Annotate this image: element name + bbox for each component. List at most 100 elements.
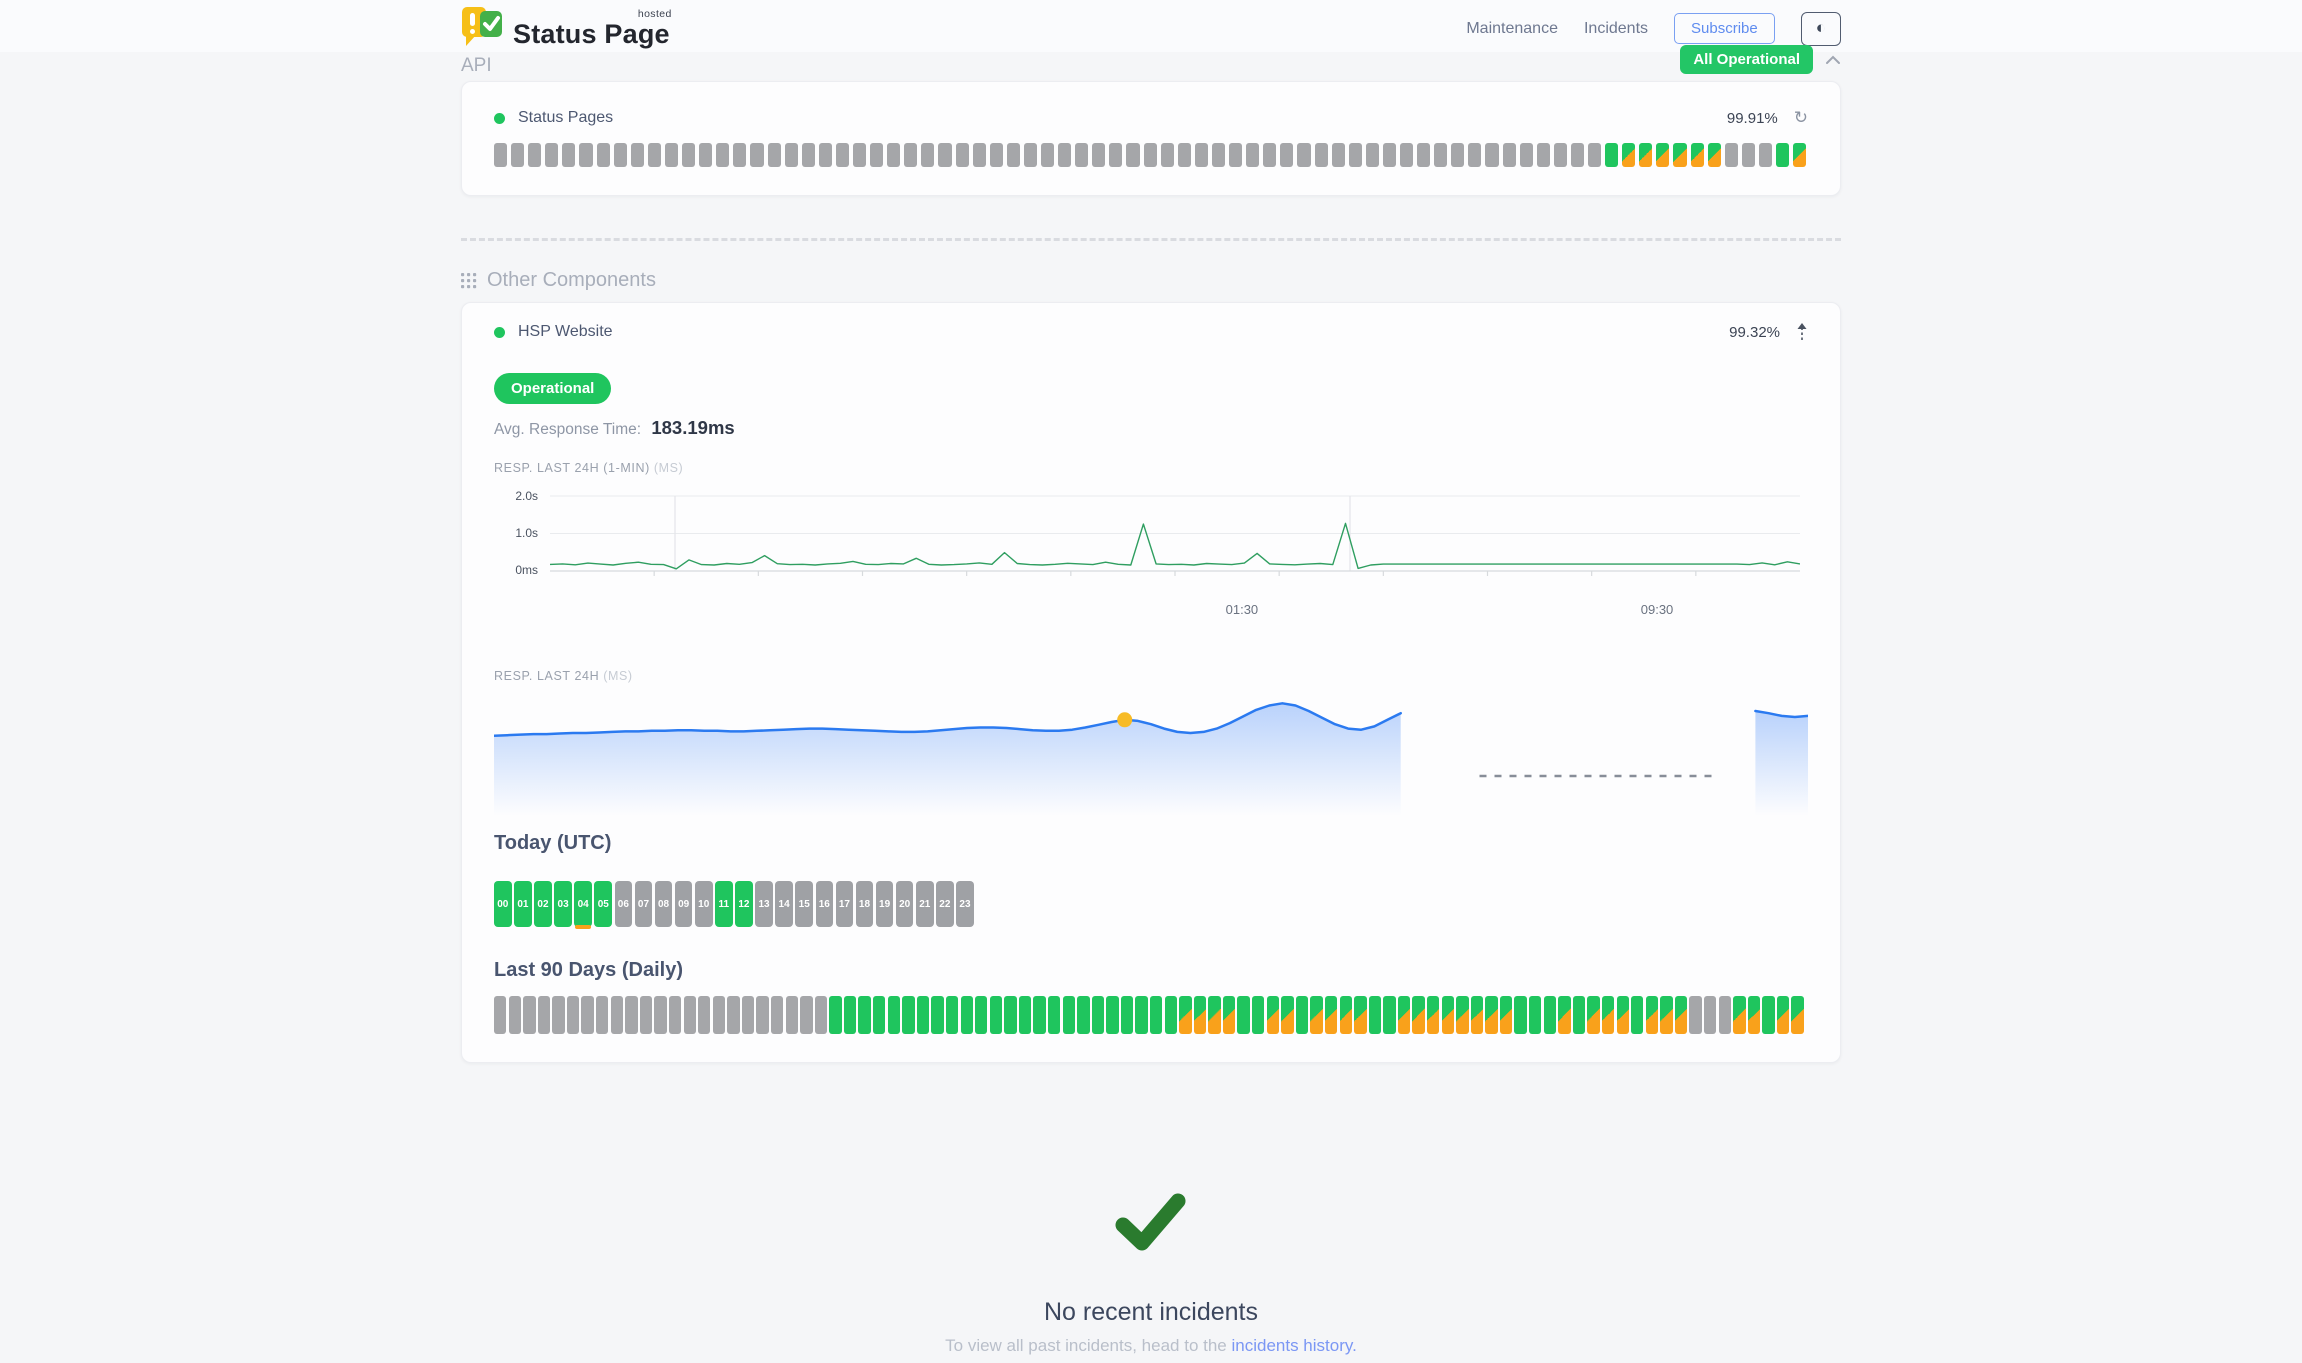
hour-cell-16[interactable]: 16 xyxy=(815,881,834,927)
uptime-bar[interactable] xyxy=(1092,143,1106,167)
daily-uptime-bar[interactable] xyxy=(1689,996,1702,1034)
uptime-bar[interactable] xyxy=(1246,143,1260,167)
daily-uptime-bar[interactable] xyxy=(1120,996,1134,1034)
daily-uptime-bar[interactable] xyxy=(1179,996,1192,1034)
daily-uptime-bar[interactable] xyxy=(1660,996,1673,1034)
daily-uptime-bar[interactable] xyxy=(770,996,784,1034)
uptime-bar[interactable] xyxy=(511,143,525,167)
daily-uptime-bar[interactable] xyxy=(1033,996,1046,1034)
hour-cell-19[interactable]: 19 xyxy=(875,881,894,927)
daily-uptime-bar[interactable] xyxy=(1310,996,1323,1034)
hour-cell-12[interactable]: 12 xyxy=(735,881,753,927)
hour-cell-00[interactable]: 00 xyxy=(494,881,512,927)
daily-uptime-bar[interactable] xyxy=(1266,996,1280,1034)
daily-uptime-bar[interactable] xyxy=(829,996,842,1034)
uptime-bar[interactable] xyxy=(1588,143,1602,167)
daily-uptime-bar[interactable] xyxy=(727,996,740,1034)
daily-uptime-bar[interactable] xyxy=(1733,996,1746,1034)
uptime-bar[interactable] xyxy=(1263,143,1277,167)
daily-uptime-bar[interactable] xyxy=(1237,996,1250,1034)
hour-cell-09[interactable]: 09 xyxy=(674,881,693,927)
daily-uptime-bar[interactable] xyxy=(1208,996,1221,1034)
uptime-bar[interactable] xyxy=(1348,143,1362,167)
chart-marker-dot[interactable] xyxy=(1117,712,1133,728)
daily-uptime-bar[interactable] xyxy=(1339,996,1352,1034)
daily-uptime-bar[interactable] xyxy=(1018,996,1032,1034)
all-operational-badge[interactable]: All Operational xyxy=(1680,45,1813,74)
uptime-bar[interactable] xyxy=(904,143,918,167)
hour-cell-02[interactable]: 02 xyxy=(534,881,552,927)
uptime-bar[interactable] xyxy=(1707,143,1721,167)
daily-uptime-bar[interactable] xyxy=(741,996,755,1034)
uptime-bar[interactable] xyxy=(1502,143,1516,167)
uptime-bar[interactable] xyxy=(1058,143,1072,167)
uptime-bar[interactable] xyxy=(579,143,593,167)
uptime-bar[interactable] xyxy=(887,143,901,167)
daily-uptime-bar[interactable] xyxy=(1368,996,1382,1034)
daily-uptime-bar[interactable] xyxy=(1222,996,1236,1034)
daily-uptime-bar[interactable] xyxy=(1791,996,1804,1034)
daily-uptime-bar[interactable] xyxy=(945,996,959,1034)
daily-uptime-bar[interactable] xyxy=(1616,996,1629,1034)
uptime-bar[interactable] xyxy=(1006,143,1020,167)
uptime-bar[interactable] xyxy=(1041,143,1055,167)
uptime-bar[interactable] xyxy=(1434,143,1448,167)
daily-uptime-bar[interactable] xyxy=(494,996,507,1034)
daily-uptime-bar[interactable] xyxy=(1558,996,1571,1034)
daily-uptime-bar[interactable] xyxy=(1004,996,1017,1034)
uptime-bar[interactable] xyxy=(938,143,952,167)
daily-uptime-bar[interactable] xyxy=(1601,996,1615,1034)
daily-uptime-bar[interactable] xyxy=(1383,996,1396,1034)
hour-cell-23[interactable]: 23 xyxy=(956,881,974,927)
uptime-bar[interactable] xyxy=(613,143,627,167)
daily-uptime-bar[interactable] xyxy=(712,996,726,1034)
uptime-bar[interactable] xyxy=(1417,143,1431,167)
daily-uptime-bar[interactable] xyxy=(596,996,609,1034)
daily-uptime-bar[interactable] xyxy=(1572,996,1586,1034)
daily-uptime-bar[interactable] xyxy=(508,996,521,1034)
daily-uptime-bar[interactable] xyxy=(1091,996,1105,1034)
uptime-bar[interactable] xyxy=(1605,143,1619,167)
uptime-bar[interactable] xyxy=(818,143,832,167)
uptime-bar[interactable] xyxy=(1673,143,1687,167)
hour-cell-10[interactable]: 10 xyxy=(694,881,713,927)
daily-uptime-bar[interactable] xyxy=(654,996,667,1034)
uptime-bar[interactable] xyxy=(1519,143,1533,167)
daily-uptime-bar[interactable] xyxy=(1412,996,1425,1034)
daily-uptime-bar[interactable] xyxy=(975,996,988,1034)
daily-uptime-bar[interactable] xyxy=(683,996,696,1034)
uptime-bar[interactable] xyxy=(1382,143,1396,167)
hour-cell-05[interactable]: 05 xyxy=(594,881,613,927)
uptime-bar[interactable] xyxy=(1553,143,1567,167)
hour-cell-21[interactable]: 21 xyxy=(915,881,934,927)
uptime-bar[interactable] xyxy=(562,143,576,167)
uptime-bar[interactable] xyxy=(1485,143,1499,167)
daily-uptime-bar[interactable] xyxy=(1703,996,1717,1034)
hour-cell-01[interactable]: 01 xyxy=(514,881,532,927)
uptime-bar[interactable] xyxy=(921,143,935,167)
hour-cell-17[interactable]: 17 xyxy=(835,881,854,927)
daily-uptime-bar[interactable] xyxy=(1514,996,1527,1034)
uptime-bar[interactable] xyxy=(1194,143,1208,167)
refresh-button[interactable]: ↻ xyxy=(1794,108,1808,128)
uptime-bar[interactable] xyxy=(1536,143,1550,167)
daily-uptime-bar[interactable] xyxy=(1776,996,1790,1034)
uptime-bar[interactable] xyxy=(1143,143,1157,167)
daily-uptime-bar[interactable] xyxy=(887,996,900,1034)
daily-uptime-bar[interactable] xyxy=(1543,996,1557,1034)
uptime-bar[interactable] xyxy=(972,143,986,167)
uptime-bar[interactable] xyxy=(767,143,781,167)
uptime-bar[interactable] xyxy=(1126,143,1140,167)
uptime-bar[interactable] xyxy=(1451,143,1465,167)
uptime-bar[interactable] xyxy=(1758,143,1773,167)
uptime-bar[interactable] xyxy=(494,143,508,167)
daily-uptime-bar[interactable] xyxy=(1674,996,1688,1034)
daily-uptime-bar[interactable] xyxy=(1164,996,1177,1034)
daily-uptime-bar[interactable] xyxy=(1193,996,1207,1034)
daily-uptime-bar[interactable] xyxy=(1077,996,1090,1034)
hour-cell-15[interactable]: 15 xyxy=(795,881,813,927)
nav-incidents[interactable]: Incidents xyxy=(1583,19,1649,37)
uptime-bar[interactable] xyxy=(1690,143,1704,167)
uptime-bar[interactable] xyxy=(835,143,849,167)
daily-uptime-bar[interactable] xyxy=(916,996,930,1034)
